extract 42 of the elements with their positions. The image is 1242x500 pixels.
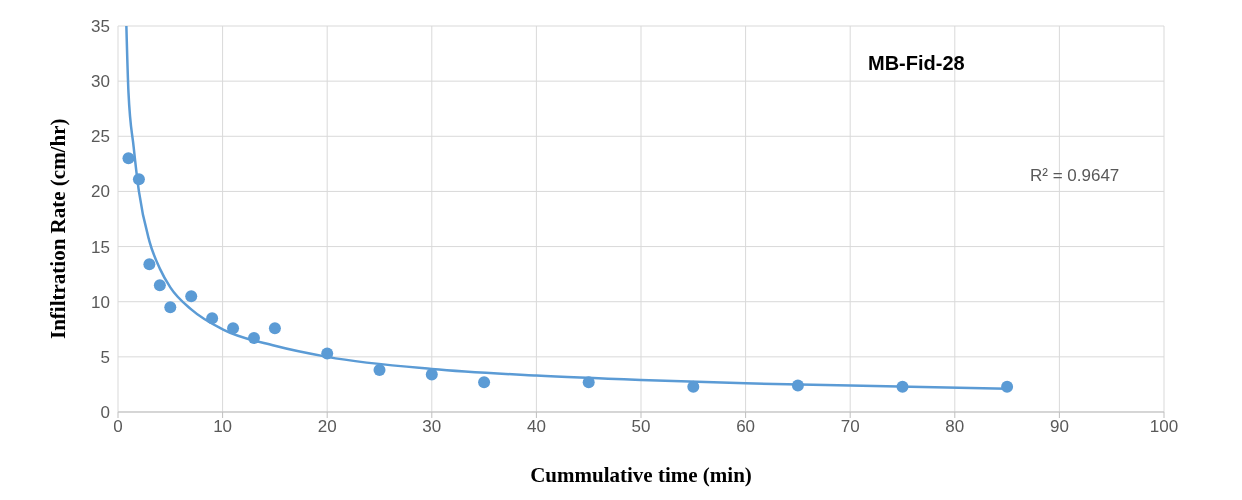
y-tick-label: 25 [91,127,110,147]
y-axis-title: Infiltration Rate (cm/hr) [46,118,71,339]
point [1001,380,1014,393]
x-tick-label: 30 [422,417,442,437]
point [896,380,909,393]
x-tick-label: 80 [945,417,965,437]
point [132,173,145,186]
point [268,322,281,335]
y-tick-label: 15 [91,237,110,257]
y-tick-label: 35 [91,17,110,37]
x-axis-title: Cummulative time (min) [530,463,752,487]
x-tick-label: 50 [631,417,651,437]
y-tick-label: 10 [91,292,110,312]
point [247,332,260,345]
point [687,380,700,393]
y-tick-label: 5 [100,347,110,367]
x-tick-label: 70 [840,417,860,437]
x-tick-label: 100 [1149,417,1179,437]
point [321,347,334,360]
point [206,312,219,325]
x-tick-label: 40 [526,417,546,437]
x-tick-label: 60 [736,417,756,437]
point [791,379,804,392]
x-tick-label: 90 [1049,417,1069,437]
point [164,301,177,314]
point [582,376,595,389]
x-tick-label: 20 [317,417,337,437]
point [373,364,386,377]
point [185,290,198,303]
x-tick-label: 0 [113,417,123,437]
x-tick-label: 10 [213,417,233,437]
y-tick-label: 20 [91,182,110,202]
point [122,152,135,165]
point [227,322,240,335]
point [143,258,156,271]
y-tick-label: 30 [91,72,110,92]
annotation: R² = 0.9647 [1030,166,1120,186]
text: MB-Fid-28 [868,52,965,75]
point [425,368,438,381]
point [153,279,166,292]
point [478,376,491,389]
y-tick-label: 0 [100,403,110,423]
